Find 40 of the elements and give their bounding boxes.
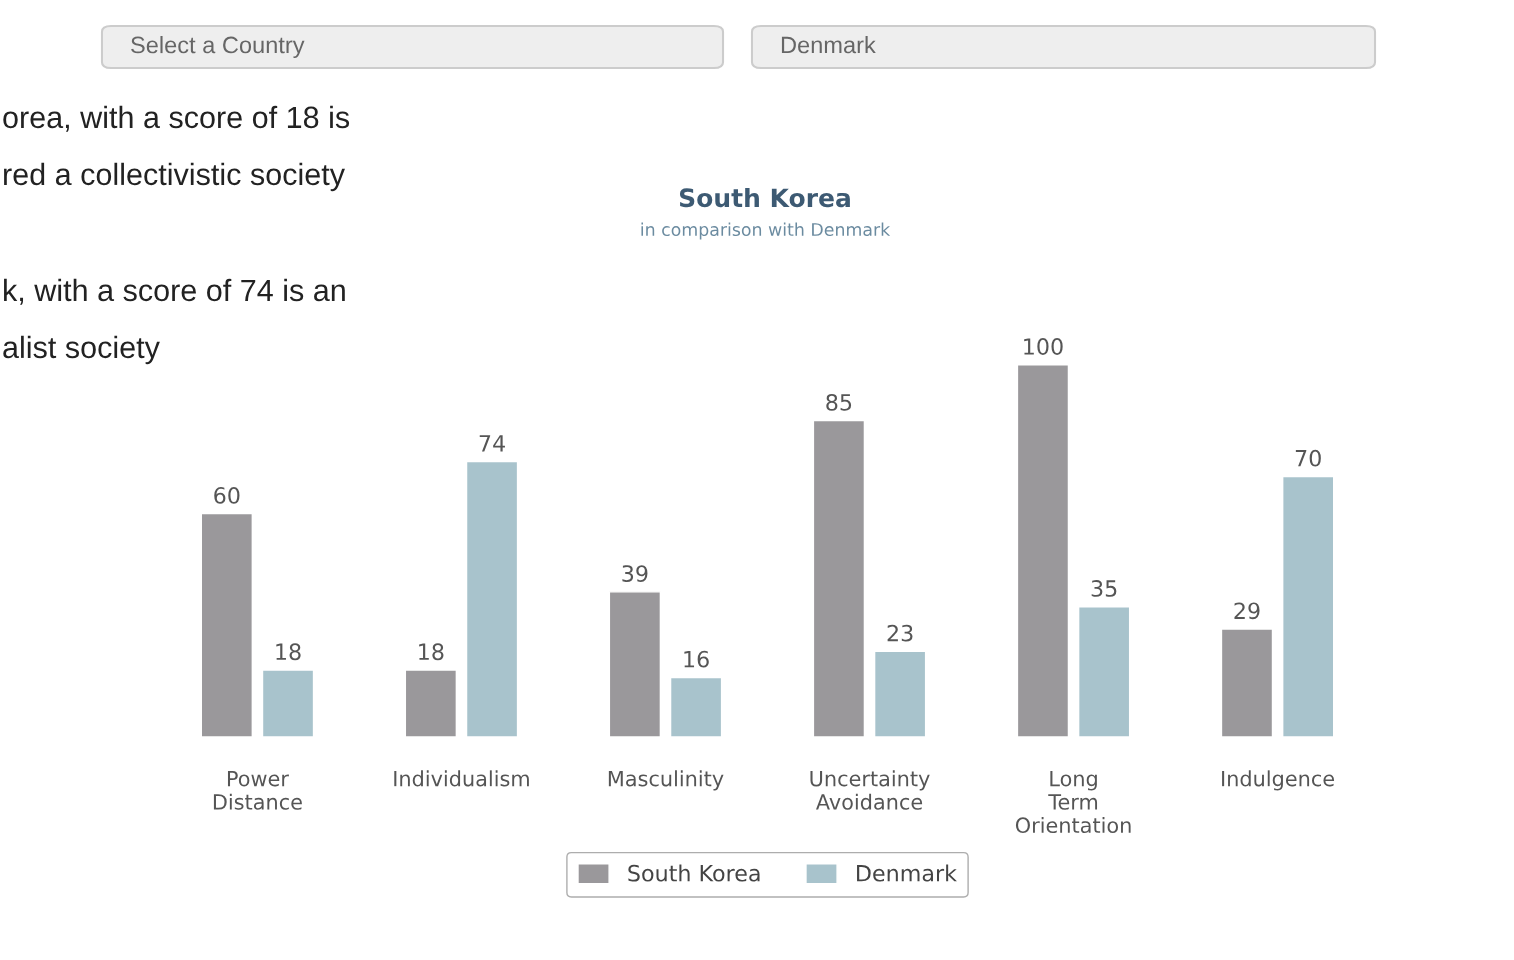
bar: [404, 669, 458, 737]
text: red a collectivistic society: [4, 162, 345, 192]
data-label: 74: [479, 435, 505, 452]
bar: [873, 650, 927, 737]
bar: [1281, 475, 1335, 737]
x-tick-label: Indulgence: [1222, 770, 1335, 791]
bar: [465, 460, 519, 737]
bar: [812, 419, 866, 737]
data-label: 100: [1024, 338, 1063, 355]
legend-label: South Korea: [628, 864, 760, 882]
data-label: 18: [419, 643, 444, 661]
text: Denmark: [781, 36, 876, 54]
data-label: 60: [214, 487, 240, 504]
text: alist society: [3, 335, 160, 365]
text: orea, with a score of 18 is: [3, 105, 350, 132]
x-tick-label: Masculinity: [608, 770, 724, 791]
x-tick-label: Power Distance: [213, 770, 302, 810]
x-tick-label: Long Term Orientation: [1015, 770, 1131, 834]
text: Select a Country: [131, 36, 305, 58]
data-label: 16: [684, 650, 709, 668]
chart-subtitle: in comparison with Denmark: [641, 222, 891, 240]
data-label: 18: [276, 643, 301, 661]
legend-label: Denmark: [857, 864, 957, 882]
x-tick-label: Uncertainty Avoidance: [810, 770, 930, 810]
data-label: 35: [1091, 580, 1117, 597]
data-label: 85: [826, 393, 852, 411]
bar: [261, 669, 315, 737]
bar: [1016, 364, 1070, 737]
bar: [608, 591, 662, 737]
data-label: 23: [887, 624, 913, 642]
bar: [669, 676, 723, 737]
x-tick-label: Individualism: [394, 770, 529, 787]
data-label: 70: [1295, 449, 1321, 467]
data-label: 29: [1234, 602, 1260, 620]
data-label: 39: [622, 565, 648, 582]
text: k, with a score of 74 is an: [4, 278, 345, 305]
bar: [200, 512, 254, 737]
bar: [1220, 628, 1274, 737]
chart-title: South Korea: [679, 187, 850, 208]
bar: [1077, 606, 1131, 737]
